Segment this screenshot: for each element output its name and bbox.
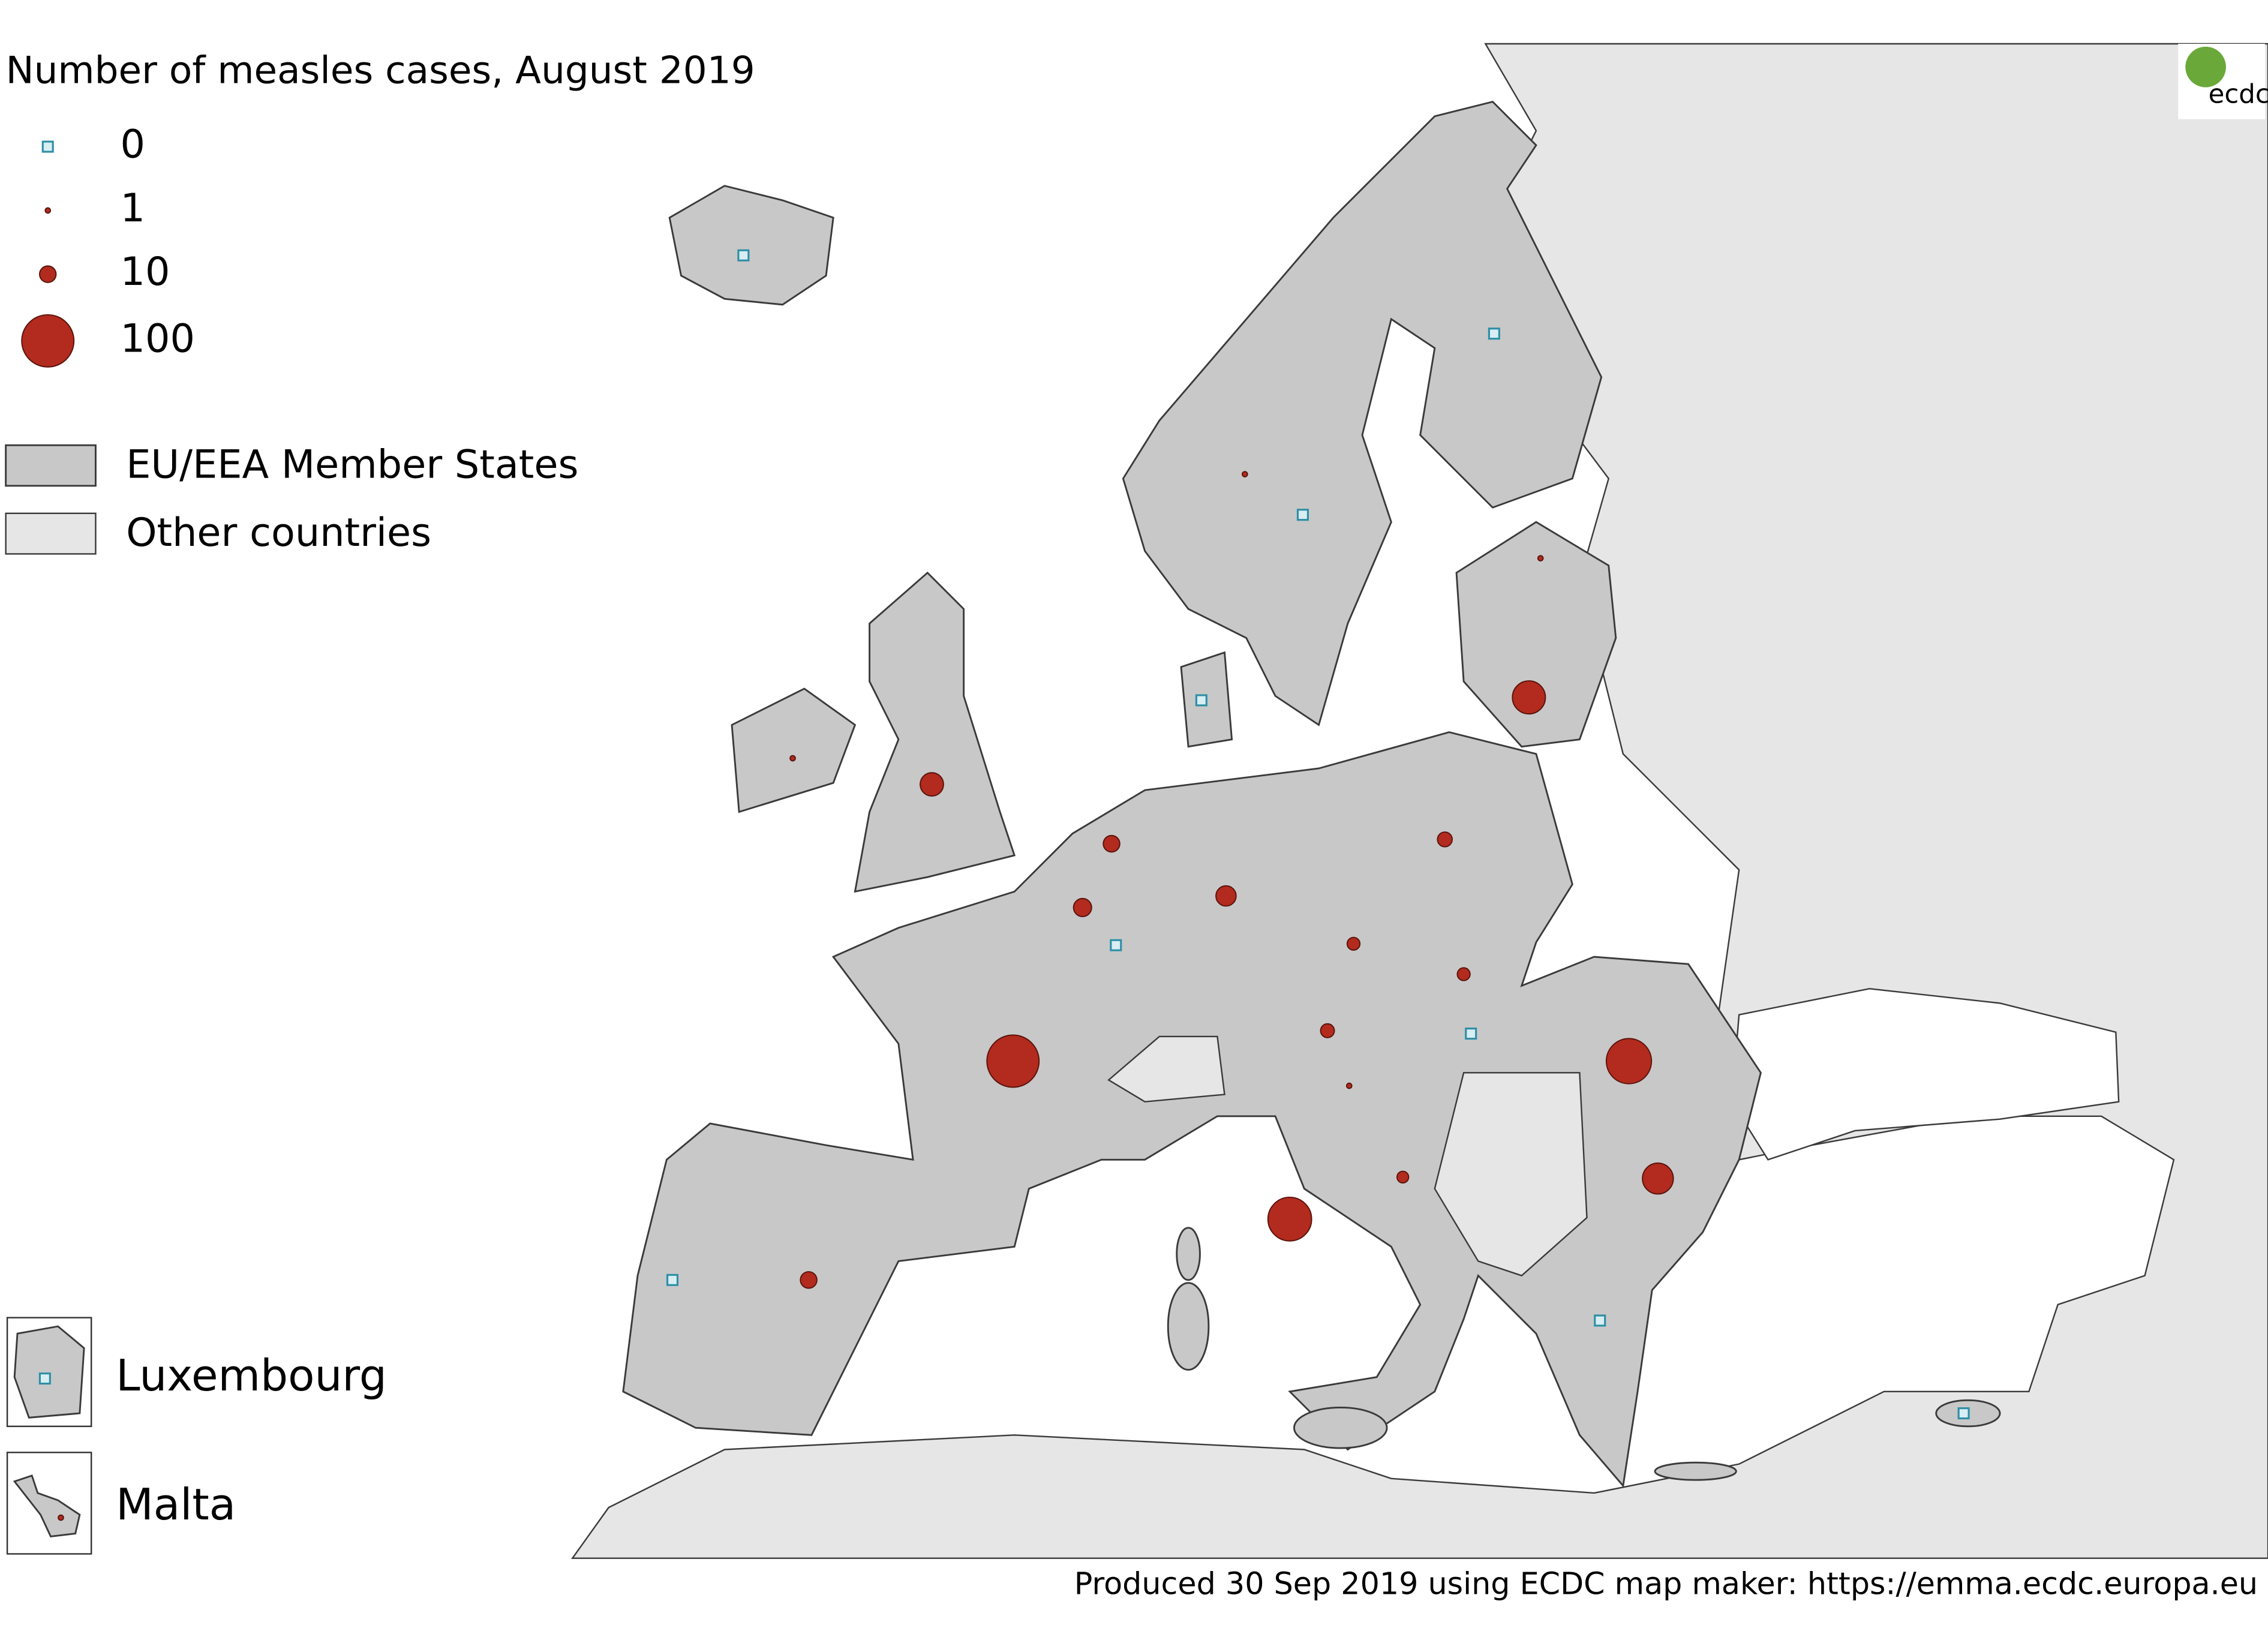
zero-marker <box>41 140 54 153</box>
size-legend-label: 1 <box>121 185 146 231</box>
zero-marker <box>737 249 750 262</box>
legend-label: EU/EEA Member States <box>126 442 578 488</box>
case-marker <box>1346 936 1361 951</box>
case-marker <box>1456 967 1471 981</box>
logo-text: ecdc <box>2209 79 2268 109</box>
baltics <box>1455 521 1617 748</box>
title: Number of measles cases, August 2019 <box>6 48 755 92</box>
zero-marker <box>1957 1407 1970 1420</box>
case-marker <box>1267 1196 1312 1242</box>
case-marker <box>1242 471 1248 477</box>
case-marker <box>21 314 75 368</box>
other-countries <box>570 43 2268 1559</box>
zero-marker <box>1594 1314 1606 1327</box>
size-legend-label: 10 <box>121 249 170 295</box>
corsica <box>1176 1227 1201 1281</box>
west-balkans <box>1434 1072 1588 1276</box>
great-britain <box>854 571 1016 893</box>
sardinia <box>1167 1282 1210 1371</box>
basemap <box>570 43 2268 1559</box>
inset-malta <box>13 1474 81 1538</box>
case-marker <box>1537 555 1544 561</box>
size-legend-label: 0 <box>121 122 146 167</box>
legend-swatch-other <box>5 512 97 555</box>
zero-marker <box>38 1372 51 1385</box>
case-marker <box>1642 1163 1674 1195</box>
case-marker <box>1103 834 1121 853</box>
zero-marker <box>1296 509 1309 521</box>
case-marker <box>58 1514 64 1521</box>
case-marker <box>1345 1082 1353 1089</box>
nordic <box>1122 101 1603 726</box>
sicily <box>1293 1406 1388 1449</box>
zero-marker <box>666 1273 679 1286</box>
inset-luxembourg <box>13 1325 85 1419</box>
case-marker <box>1073 897 1092 917</box>
inset-label: Malta <box>116 1480 236 1530</box>
black-sea <box>1731 987 2120 1161</box>
iceland <box>668 185 834 306</box>
case-marker <box>986 1034 1040 1088</box>
case-marker <box>1512 680 1546 715</box>
crete <box>1654 1461 1737 1481</box>
logo-globe <box>2185 46 2226 88</box>
zero-marker <box>1488 328 1500 340</box>
ireland <box>731 687 857 813</box>
zero-marker <box>1465 1028 1477 1040</box>
case-marker <box>789 755 796 762</box>
zero-marker <box>1195 694 1207 707</box>
case-marker <box>39 265 57 283</box>
legend-swatch-eu <box>5 444 97 487</box>
continent <box>622 731 1762 1488</box>
footer: Produced 30 Sep 2019 using ECDC map make… <box>1074 1566 2258 1602</box>
size-legend-label: 100 <box>121 316 195 361</box>
case-marker <box>1320 1023 1335 1038</box>
legend-label: Other countries <box>126 510 431 555</box>
case-marker <box>800 1271 818 1289</box>
inset-label: Luxembourg <box>116 1351 387 1401</box>
switzerland <box>1107 1035 1225 1103</box>
case-marker <box>1215 885 1237 907</box>
case-marker <box>1437 831 1453 848</box>
case-marker <box>1605 1038 1653 1085</box>
case-marker <box>920 772 944 797</box>
zero-marker <box>1110 939 1122 951</box>
case-marker <box>1396 1170 1410 1184</box>
case-marker <box>44 207 52 214</box>
